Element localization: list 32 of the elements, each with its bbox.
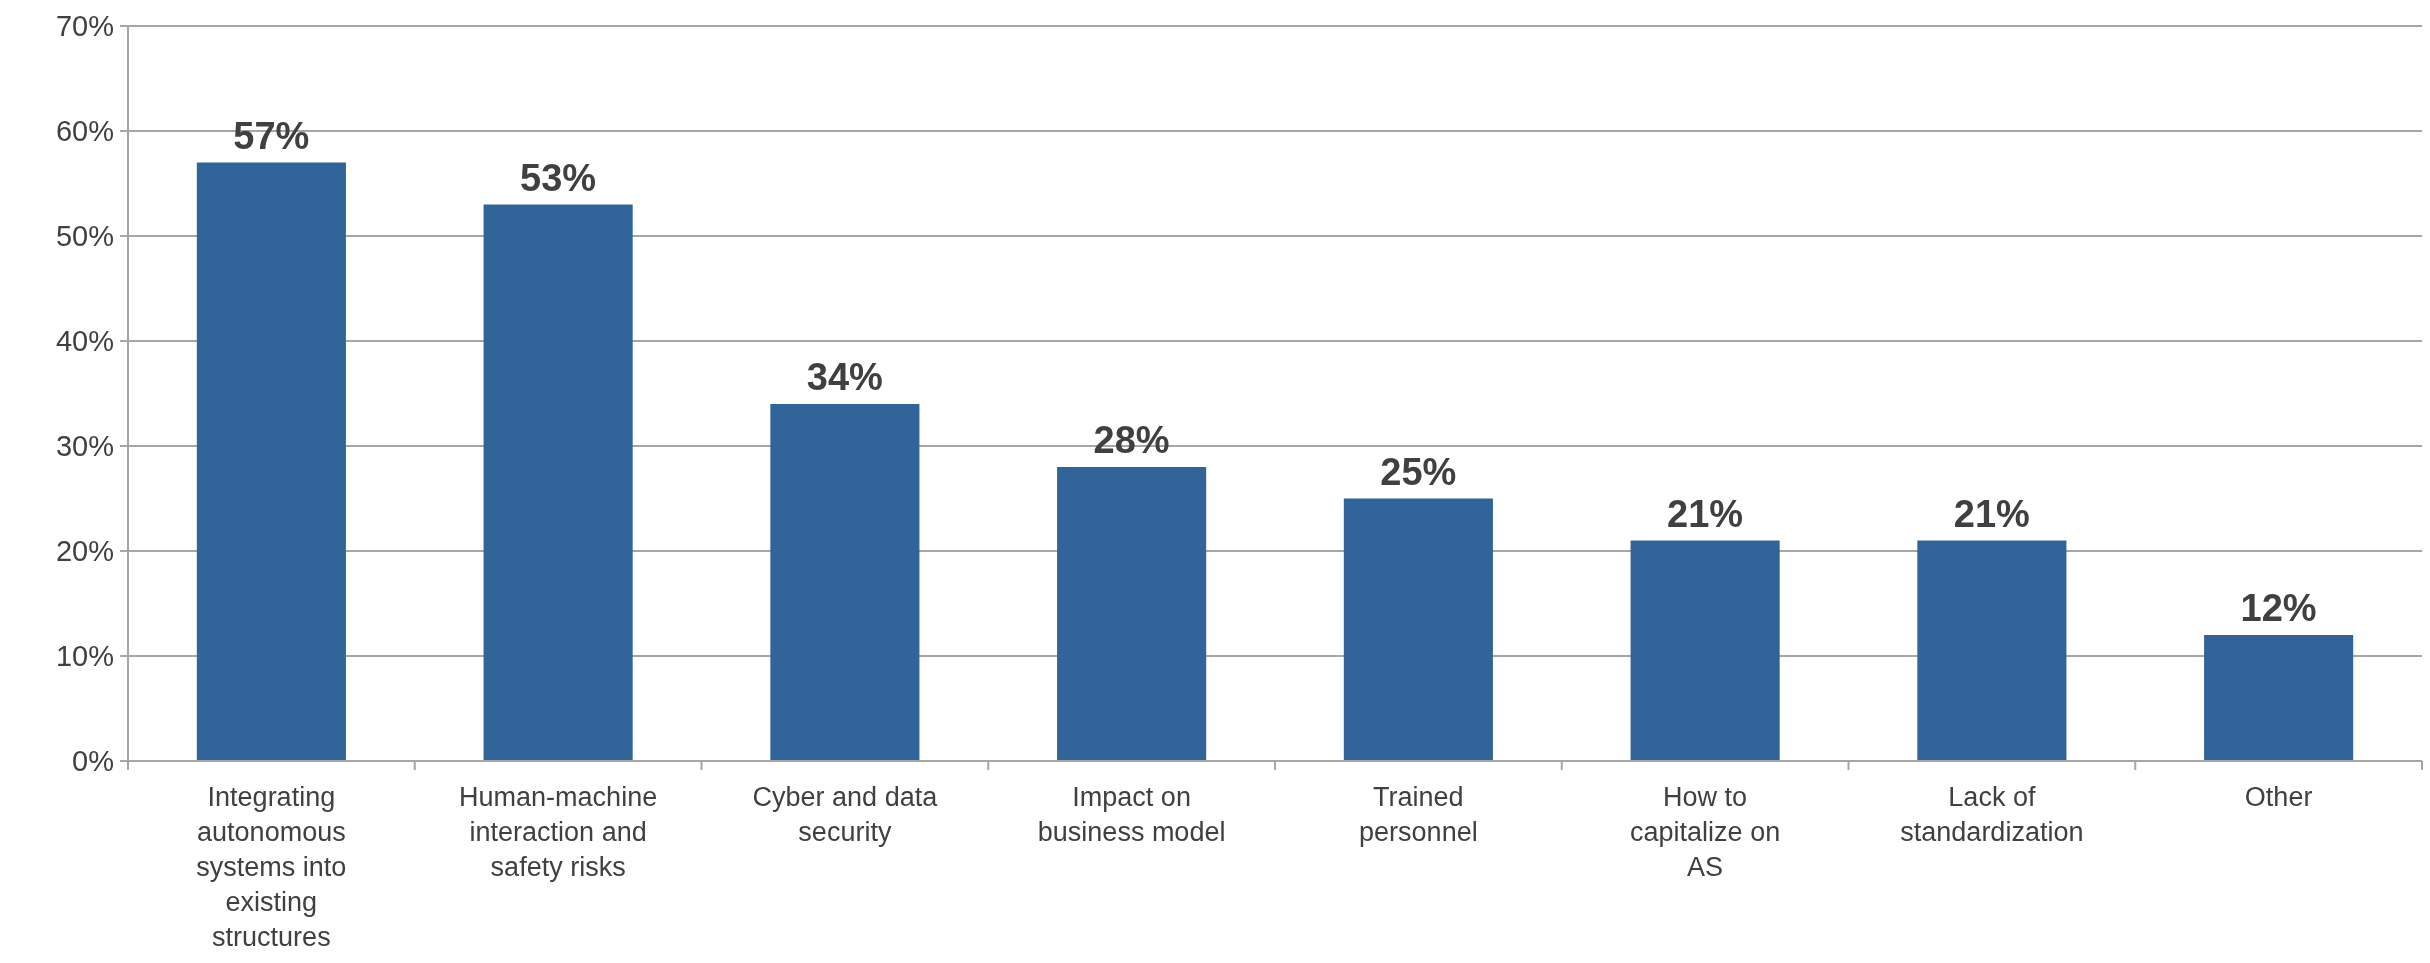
x-tick-label: Other xyxy=(2244,782,2313,812)
x-tick-label: Lack of standardization xyxy=(1900,782,2084,847)
data-label: 57% xyxy=(233,114,310,157)
y-tick-label: 0% xyxy=(72,745,114,778)
bar xyxy=(1057,467,1207,761)
y-tick-label: 30% xyxy=(55,430,114,463)
y-tick-label: 40% xyxy=(55,325,114,358)
data-label: 34% xyxy=(806,356,883,398)
x-tick-label: Impact on business model xyxy=(1037,782,1226,847)
y-tick-label: 20% xyxy=(55,535,114,568)
x-tick-label: How to capitalize on AS xyxy=(1630,782,1781,882)
y-tick-label: 10% xyxy=(55,640,114,673)
y-tick-label: 60% xyxy=(55,115,114,148)
x-tick-label: Human-machine interaction and safety risks xyxy=(459,782,658,882)
bar xyxy=(483,204,633,761)
y-tick-label: 50% xyxy=(55,220,114,253)
bar xyxy=(196,162,346,761)
bar xyxy=(1917,540,2067,761)
data-label: 21% xyxy=(1953,492,2030,535)
x-tick-label: Integrating autonomous systems into existing structures xyxy=(196,782,347,952)
bar xyxy=(1630,540,1780,761)
data-label: 21% xyxy=(1667,492,1744,535)
bar xyxy=(770,404,920,761)
data-label: 12% xyxy=(2240,587,2317,629)
x-tick-label: Cyber and data security xyxy=(752,782,939,847)
bar xyxy=(2204,635,2354,761)
y-tick-label: 70% xyxy=(55,10,114,43)
data-label: 25% xyxy=(1380,450,1457,493)
data-label: 53% xyxy=(520,156,597,199)
data-label: 28% xyxy=(1093,419,1170,461)
x-tick-label: Trained personnel xyxy=(1359,782,1478,847)
bar xyxy=(1343,498,1493,761)
